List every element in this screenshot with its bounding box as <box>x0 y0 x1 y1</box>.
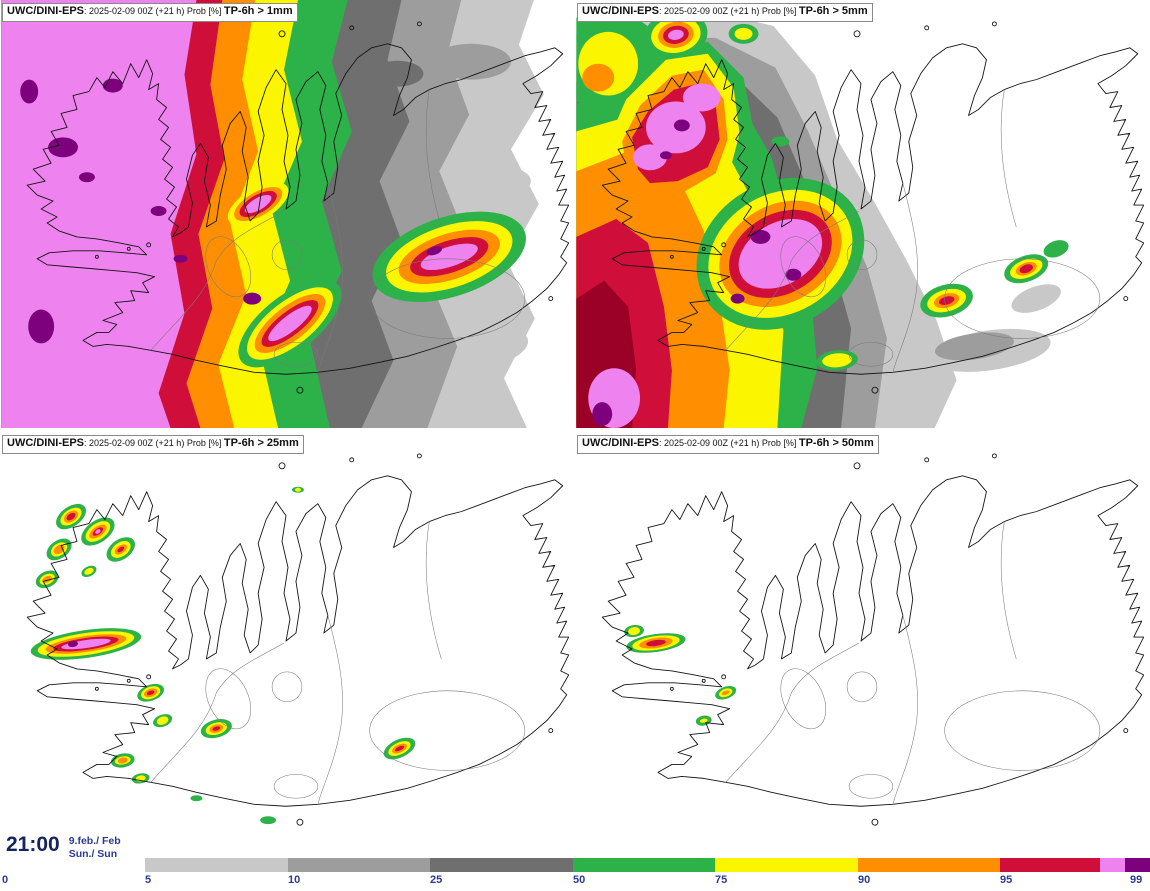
panel-header: UWC/DINI-EPS: 2025-02-09 00Z (+21 h) Pro… <box>577 3 873 22</box>
map-prob-gt-1mm <box>1 0 570 428</box>
colorbar-segment-red <box>1000 858 1100 872</box>
param-label: TP-6h > 5mm <box>798 5 868 17</box>
valid-time-clock: 21:00 <box>6 833 60 856</box>
model-name: UWC/DINI-EPS <box>582 5 659 17</box>
panel-header: UWC/DINI-EPS: 2025-02-09 00Z (+21 h) Pro… <box>2 435 304 454</box>
run-info: : 2025-02-09 00Z (+21 h) Prob [%] <box>84 438 224 448</box>
colorbar-segment-g1 <box>145 858 288 872</box>
param-label: TP-6h > 1mm <box>223 5 293 17</box>
panel-prob-gt-50mm: UWC/DINI-EPS: 2025-02-09 00Z (+21 h) Pro… <box>575 432 1150 860</box>
colorbar-segment-white <box>0 858 145 872</box>
map-prob-gt-5mm <box>576 7 1145 428</box>
valid-time-date: 9.feb./ Feb Sun./ Sun <box>69 834 121 860</box>
colorbar-tick-5: 5 <box>145 874 152 886</box>
colorbar-tick-90: 90 <box>858 874 871 886</box>
colorbar-tick-0: 0 <box>2 874 9 886</box>
colorbar-tick-50: 50 <box>573 874 586 886</box>
colorbar-segment-green <box>573 858 715 872</box>
model-name: UWC/DINI-EPS <box>582 437 659 449</box>
colorbar-tick-95: 95 <box>1000 874 1013 886</box>
colorbar-segment-yellow <box>715 858 858 872</box>
panel-prob-gt-1mm: UWC/DINI-EPS: 2025-02-09 00Z (+21 h) Pro… <box>0 0 575 428</box>
colorbar-ticks: 0 5 10 25 50 75 90 95 99 <box>0 874 1150 889</box>
colorbar-segment-orange <box>858 858 1000 872</box>
param-label: TP-6h > 25mm <box>223 437 299 449</box>
panel-prob-gt-5mm: UWC/DINI-EPS: 2025-02-09 00Z (+21 h) Pro… <box>575 0 1150 428</box>
panel-header: UWC/DINI-EPS: 2025-02-09 00Z (+21 h) Pro… <box>577 435 879 454</box>
valid-day-line: Sun./ Sun <box>68 847 118 860</box>
run-info: : 2025-02-09 00Z (+21 h) Prob [%] <box>659 438 799 448</box>
panel-prob-gt-25mm: UWC/DINI-EPS: 2025-02-09 00Z (+21 h) Pro… <box>0 432 575 860</box>
run-info: : 2025-02-09 00Z (+21 h) Prob [%] <box>84 6 224 16</box>
valid-date-line: 9.feb./ Feb <box>68 835 121 847</box>
probability-field <box>30 486 416 825</box>
colorbar-tick-25: 25 <box>430 874 443 886</box>
map-prob-gt-50mm <box>601 453 1145 826</box>
colorbar-tick-10: 10 <box>288 874 301 886</box>
param-label: TP-6h > 50mm <box>798 437 874 449</box>
model-name: UWC/DINI-EPS <box>7 5 84 17</box>
colorbar <box>0 858 1150 872</box>
colorbar-segment-g2 <box>288 858 430 872</box>
probability-field <box>1 0 544 428</box>
panel-header: UWC/DINI-EPS: 2025-02-09 00Z (+21 h) Pro… <box>2 3 298 22</box>
run-info: : 2025-02-09 00Z (+21 h) Prob [%] <box>659 6 799 16</box>
map-prob-gt-25mm <box>26 453 570 826</box>
colorbar-tick-75: 75 <box>715 874 728 886</box>
probability-field <box>576 7 1069 428</box>
probability-field <box>624 624 737 726</box>
colorbar-tick-99: 99 <box>1130 874 1143 886</box>
colorbar-segment-g3 <box>430 858 573 872</box>
colorbar-segment-purple <box>1125 858 1150 872</box>
colorbar-segment-pink <box>1100 858 1125 872</box>
model-name: UWC/DINI-EPS <box>7 437 84 449</box>
valid-time: 21:00 9.feb./ Feb Sun./ Sun <box>6 833 127 862</box>
